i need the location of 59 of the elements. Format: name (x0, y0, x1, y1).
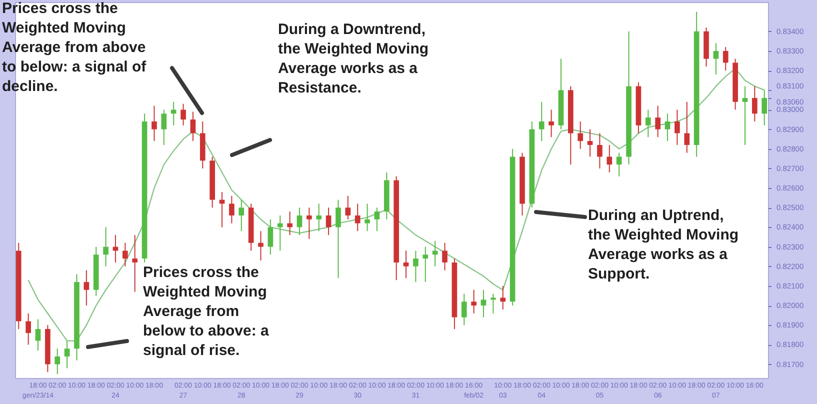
candlestick (616, 152, 622, 177)
candlestick (316, 203, 322, 232)
candlestick (161, 109, 167, 146)
candlestick (238, 199, 244, 232)
candlestick (490, 293, 496, 314)
candlestick (500, 285, 506, 310)
candlestick (306, 207, 312, 240)
candlestick (84, 270, 90, 306)
annotation: Prices cross the Weighted Moving Average from above to below: a signal of decline. (2, 0, 148, 95)
candlestick (538, 101, 544, 142)
candlestick (432, 240, 438, 267)
annotation: During an Uptrend, the Weighted Moving Average works as a Support. (588, 207, 739, 282)
candlestick (152, 105, 157, 142)
candlestick (422, 246, 428, 283)
candlestick (190, 111, 196, 142)
candlestick (26, 312, 31, 346)
candlestick (336, 199, 341, 279)
candlestick (645, 109, 651, 138)
candlestick (684, 101, 690, 154)
annotation: During a Downtrend, the Weighted Moving Average works as a Resistance. (278, 21, 429, 96)
candlestick (354, 203, 360, 232)
candlestick (742, 86, 748, 146)
candlestick (655, 105, 660, 138)
candlestick (277, 214, 283, 252)
candlestick (413, 250, 418, 283)
candlestick (403, 250, 409, 279)
candlestick (103, 226, 108, 267)
candlestick (606, 144, 612, 173)
annotation: Prices cross the Weighted Moving Average from below to above: a signal of rise. (143, 264, 270, 359)
candlestick (471, 289, 476, 314)
candlestick (258, 230, 264, 261)
candlestick (35, 318, 41, 352)
candlestick (442, 242, 448, 271)
candlestick (268, 218, 274, 256)
candlestick (461, 293, 467, 326)
candlestick (287, 211, 292, 236)
candlestick (326, 207, 332, 236)
candlestick (713, 42, 719, 75)
candlestick (229, 195, 234, 224)
candlestick (674, 109, 680, 146)
candlestick (597, 132, 602, 169)
candlestick (374, 207, 380, 232)
candlestick (762, 90, 768, 126)
candlestick (364, 203, 370, 232)
candlestick (132, 234, 138, 292)
candlestick (480, 289, 486, 318)
candlestick (345, 195, 351, 220)
candlestick (54, 348, 60, 375)
candlestick (752, 86, 758, 122)
candlestick (722, 46, 728, 72)
candlestick (64, 340, 70, 369)
candlestick (587, 128, 593, 158)
candlestick (180, 103, 186, 126)
candlestick (664, 113, 670, 142)
candlestick (578, 120, 584, 150)
candlestick (122, 242, 128, 267)
candlestick (548, 109, 554, 138)
candlestick (296, 207, 302, 236)
candlestick (170, 101, 176, 126)
